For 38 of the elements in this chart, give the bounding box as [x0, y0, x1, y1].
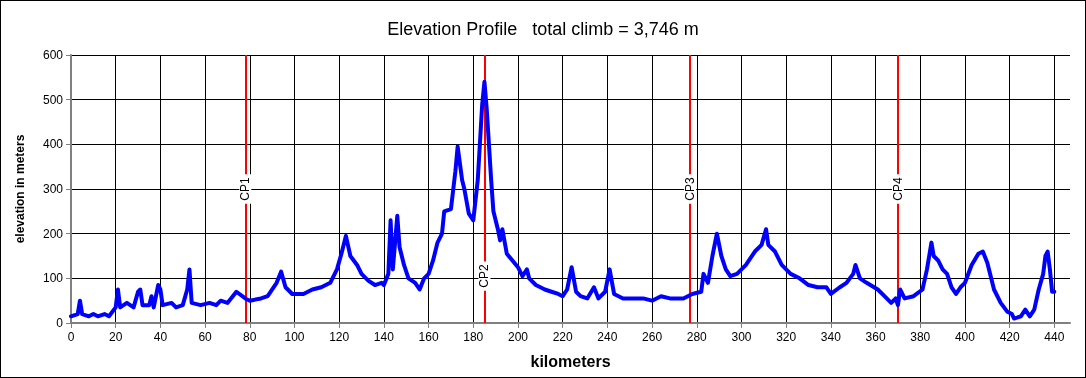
x-tick-label: 280	[686, 330, 708, 344]
x-tick-label: 440	[1044, 330, 1065, 344]
x-tick-label: 60	[198, 330, 213, 344]
y-tick-label: 400	[42, 137, 64, 152]
x-tick-label: 340	[820, 330, 842, 344]
y-tick-label: 200	[42, 226, 64, 241]
x-tick-label: 220	[552, 330, 574, 344]
x-tick-label: 260	[642, 330, 663, 344]
ref-line-label: CP1	[238, 177, 253, 201]
x-tick-label: 80	[243, 330, 257, 344]
x-tick-label: 300	[731, 330, 752, 344]
x-tick-label: 100	[284, 330, 305, 344]
x-tick-label: 200	[507, 330, 529, 344]
x-tick-label: 160	[418, 330, 439, 344]
x-tick-label: 380	[910, 330, 931, 344]
x-tick-label: 40	[153, 330, 168, 344]
x-tick-label: 320	[776, 330, 797, 344]
y-axis-title: elevation in meters	[13, 134, 27, 244]
x-tick-label: 20	[109, 330, 123, 344]
line-series	[69, 79, 1057, 321]
x-tick-label: 180	[463, 330, 484, 344]
x-axis-title: kilometers	[530, 352, 611, 370]
y-tick-label: 500	[42, 92, 64, 107]
x-tick-label: 120	[329, 330, 350, 344]
chart-title: Elevation Profile total climb = 3,746 m	[387, 19, 699, 39]
y-tick-label: 300	[42, 182, 64, 196]
y-tick-label: 100	[42, 271, 64, 286]
x-tick-label: 400	[954, 330, 976, 344]
x-tick-label: 360	[865, 330, 886, 344]
y-tick-label: 600	[42, 48, 64, 62]
x-tick-label: 420	[999, 330, 1020, 344]
ref-line-label: CP3	[683, 177, 698, 201]
y-tick-label: 0	[56, 316, 64, 330]
x-tick-label: 140	[373, 330, 395, 344]
ref-line-label: CP4	[890, 177, 905, 201]
x-tick-label: 240	[597, 330, 618, 344]
x-tick-label: 0	[67, 330, 75, 344]
ref-line-label: CP2	[477, 264, 492, 288]
